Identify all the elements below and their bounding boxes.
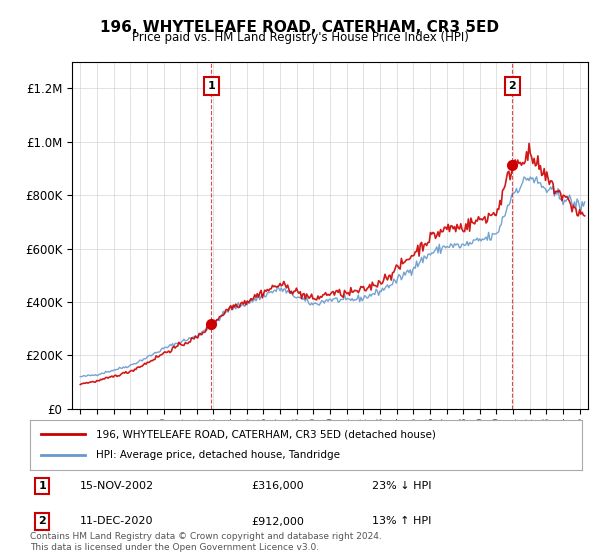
Text: Price paid vs. HM Land Registry's House Price Index (HPI): Price paid vs. HM Land Registry's House …	[131, 31, 469, 44]
Text: 1: 1	[208, 81, 215, 91]
Text: Contains HM Land Registry data © Crown copyright and database right 2024.
This d: Contains HM Land Registry data © Crown c…	[30, 532, 382, 552]
Text: 1: 1	[38, 481, 46, 491]
Text: 196, WHYTELEAFE ROAD, CATERHAM, CR3 5ED: 196, WHYTELEAFE ROAD, CATERHAM, CR3 5ED	[101, 20, 499, 35]
Text: 196, WHYTELEAFE ROAD, CATERHAM, CR3 5ED (detached house): 196, WHYTELEAFE ROAD, CATERHAM, CR3 5ED …	[96, 429, 436, 439]
Text: 15-NOV-2002: 15-NOV-2002	[80, 481, 154, 491]
Text: 2: 2	[38, 516, 46, 526]
Text: HPI: Average price, detached house, Tandridge: HPI: Average price, detached house, Tand…	[96, 450, 340, 460]
Text: 2: 2	[508, 81, 516, 91]
Text: £316,000: £316,000	[251, 481, 304, 491]
Text: £912,000: £912,000	[251, 516, 304, 526]
Text: 11-DEC-2020: 11-DEC-2020	[80, 516, 153, 526]
Text: 13% ↑ HPI: 13% ↑ HPI	[372, 516, 431, 526]
Text: 23% ↓ HPI: 23% ↓ HPI	[372, 481, 432, 491]
